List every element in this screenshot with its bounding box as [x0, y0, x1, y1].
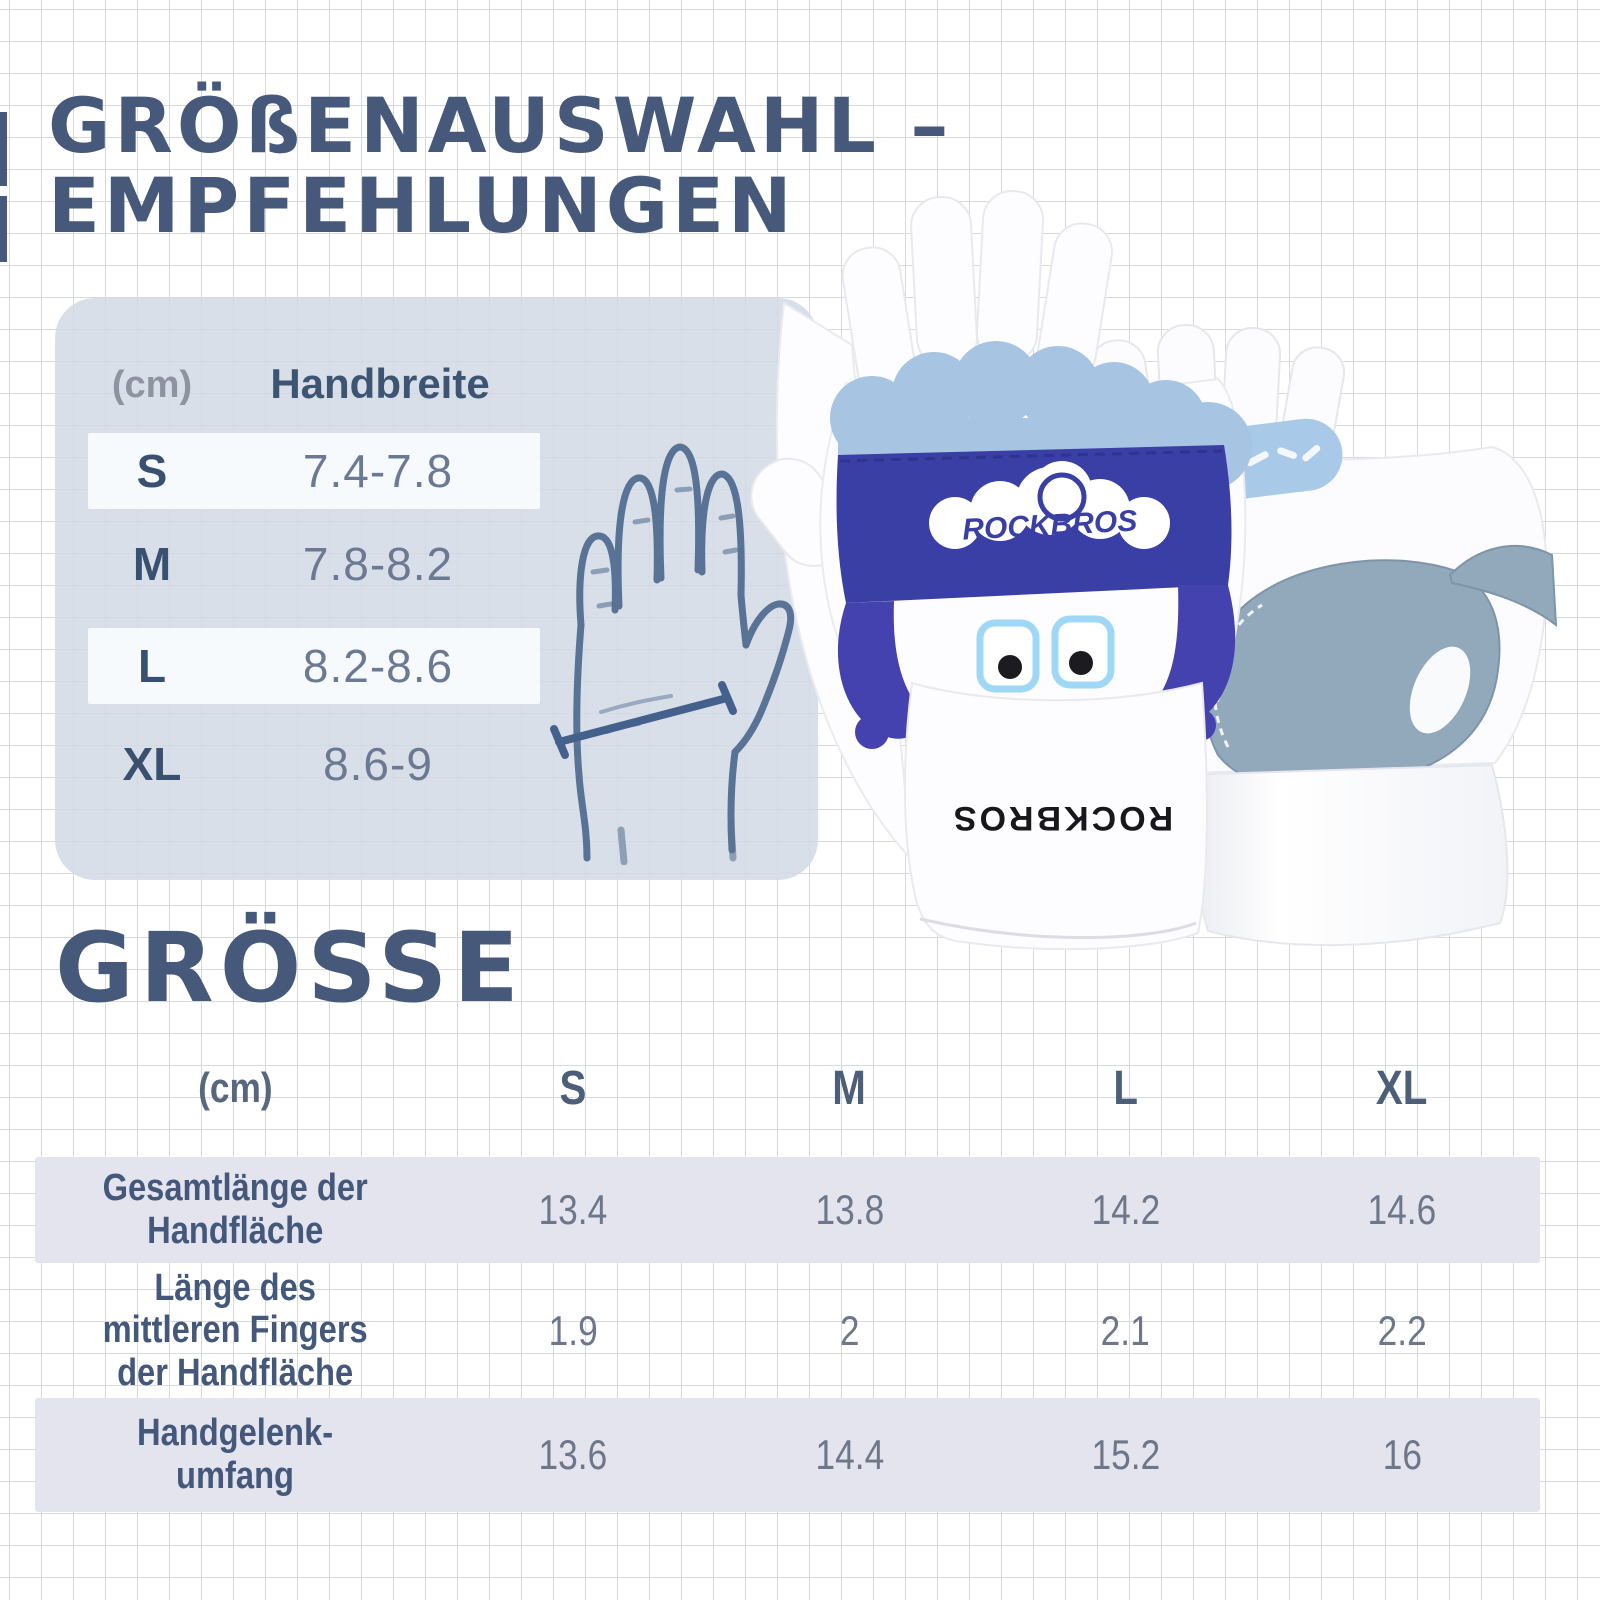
cartoon-eyes [976, 615, 1115, 693]
title-line-1: GRÖßENAUSWAHL – [48, 81, 953, 170]
detail-table-header: (cm) S M L XL [35, 1056, 1540, 1120]
unit-label: (cm) [111, 364, 193, 406]
wrist-cuff [903, 681, 1208, 951]
table-row: Länge des mittleren Fingers der Handfläc… [35, 1263, 1540, 1398]
table-row: S 7.4-7.8 [88, 433, 540, 509]
size-range: 8.2-8.6 [302, 640, 454, 692]
row-label: Länge des mittleren Fingers der Handfläc… [102, 1266, 368, 1394]
table-row: M 7.8-8.2 [88, 526, 540, 602]
palm-width-dimension-line [550, 681, 737, 759]
size-range: 7.4-7.8 [302, 445, 454, 497]
glove-back-view: ROCKBROS ROCKBROS [750, 190, 1252, 951]
size-label: S [136, 445, 168, 497]
size-section-heading: GRÖSSE [55, 912, 525, 1024]
size-recommendation-panel: (cm) Handbreite S 7.4-7.8 M 7.8-8.2 L 8.… [55, 298, 818, 880]
cell-value: 14.6 [1367, 1186, 1437, 1233]
hand-measurement-illustration [550, 443, 795, 865]
cell-value: 13.8 [815, 1186, 884, 1233]
left-edge-artifact [0, 196, 7, 262]
cell-value: 2 [839, 1306, 860, 1354]
title-line-2: EMPFEHLUNGEN [48, 161, 796, 250]
cell-value: 15.2 [1091, 1431, 1160, 1478]
cell-value: 13.4 [538, 1186, 608, 1233]
hand-width-header: Handbreite [270, 360, 490, 407]
size-label: XL [122, 738, 182, 790]
cuff-brand-text: ROCKBROS [951, 799, 1173, 837]
column-header-m: M [832, 1061, 867, 1115]
left-edge-artifact [0, 112, 7, 186]
cell-value: 13.6 [538, 1431, 608, 1478]
column-header-l: L [1113, 1061, 1138, 1115]
column-header-s: S [559, 1061, 587, 1115]
row-label: Handgelenk- umfang [136, 1412, 334, 1497]
size-range: 7.8-8.2 [302, 538, 454, 590]
product-gloves-photo: ROCKBROS ROCKBROS [750, 190, 1558, 951]
cell-value: 16 [1382, 1431, 1422, 1478]
knuckle-scallop [830, 341, 1252, 490]
cell-value: 1.9 [548, 1306, 598, 1354]
column-header-xl: XL [1376, 1061, 1428, 1115]
cell-value: 2.2 [1377, 1306, 1427, 1354]
table-row: Gesamtlänge der Handfläche 13.4 13.8 14.… [35, 1157, 1540, 1263]
table-row: Handgelenk- umfang 13.6 14.4 15.2 16 [35, 1398, 1540, 1512]
table-row: XL 8.6-9 [88, 726, 540, 802]
size-label: M [132, 538, 172, 590]
size-label: L [137, 640, 167, 692]
table-row: L 8.2-8.6 [88, 628, 540, 704]
cell-value: 2.1 [1101, 1306, 1151, 1354]
row-label: Gesamtlänge der Handfläche [102, 1167, 368, 1252]
size-range: 8.6-9 [323, 738, 433, 790]
page-title: GRÖßENAUSWAHL – EMPFEHLUNGEN [48, 86, 952, 246]
cell-value: 14.2 [1091, 1186, 1160, 1233]
unit-label: (cm) [197, 1064, 273, 1111]
cell-value: 14.4 [815, 1431, 884, 1478]
